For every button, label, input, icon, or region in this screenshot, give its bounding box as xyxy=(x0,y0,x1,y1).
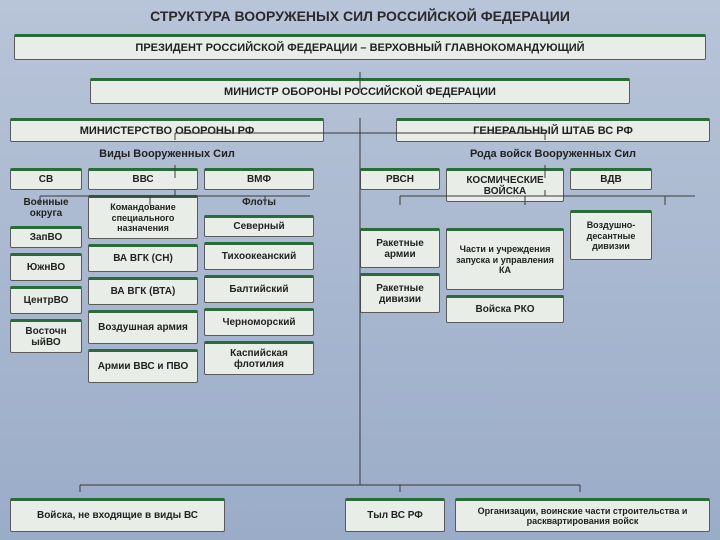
vvs-item-3: Воздушная армия xyxy=(88,310,198,344)
vmf-item-3: Черноморский xyxy=(204,308,314,336)
bottom-rear: Тыл ВС РФ xyxy=(345,498,445,532)
rvsn-head: РВСН xyxy=(360,168,440,190)
bottom-other: Войска, не входящие в виды ВС xyxy=(10,498,225,532)
rvsn-item-0: Ракетные армии xyxy=(360,228,440,268)
rvsn-column: РВСН Ракетные армии Ракетные дивизии xyxy=(360,168,440,313)
vvs-item-0: Командование специального назначения xyxy=(88,195,198,239)
page-title: СТРУКТУРА ВООРУЖЕНЫХ СИЛ РОССИЙСКОЙ ФЕДЕ… xyxy=(10,8,710,24)
sv-item-0: ЗапВО xyxy=(10,226,82,248)
vvs-item-4: Армии ВВС и ПВО xyxy=(88,349,198,383)
president-box: ПРЕЗИДЕНТ РОССИЙСКОЙ ФЕДЕРАЦИИ – ВЕРХОВН… xyxy=(14,34,706,60)
types-header: Виды Вооруженных Сил xyxy=(10,146,324,162)
minister-box: МИНИСТР ОБОРОНЫ РОССИЙСКОЙ ФЕДЕРАЦИИ xyxy=(90,78,630,104)
vmf-sub: Флоты xyxy=(204,195,314,210)
vvs-head: ВВС xyxy=(88,168,198,190)
vmf-item-0: Северный xyxy=(204,215,314,237)
sv-item-2: ЦентрВО xyxy=(10,286,82,314)
vmf-column: ВМФ Флоты Северный Тихоокеанский Балтийс… xyxy=(204,168,314,375)
sv-column: СВ Военные округа ЗапВО ЮжнВО ЦентрВО Во… xyxy=(10,168,82,353)
ministry-box: МИНИСТЕРСТВО ОБОРОНЫ РФ xyxy=(10,118,324,142)
vdv-column: ВДВ Воздушно-десантные дивизии xyxy=(570,168,652,260)
vdv-item-0: Воздушно-десантные дивизии xyxy=(570,210,652,260)
vvs-item-2: ВА ВГК (ВТА) xyxy=(88,277,198,305)
vmf-item-4: Каспийская флотилия xyxy=(204,341,314,375)
space-item-1: Войска РКО xyxy=(446,295,564,323)
vmf-head: ВМФ xyxy=(204,168,314,190)
vvs-column: ВВС Командование специального назначения… xyxy=(88,168,198,383)
vmf-item-2: Балтийский xyxy=(204,275,314,303)
space-head: КОСМИЧЕСКИЕ ВОЙСКА xyxy=(446,168,564,202)
sv-item-1: ЮжнВО xyxy=(10,253,82,281)
vdv-head: ВДВ xyxy=(570,168,652,190)
sv-item-3: Восточн ыйВО xyxy=(10,319,82,353)
sv-sub: Военные округа xyxy=(10,195,82,221)
space-item-0: Части и учреждения запуска и управления … xyxy=(446,228,564,290)
branches-header: Рода войск Вооруженных Сил xyxy=(396,146,710,162)
bottom-org: Организации, воинские части строительств… xyxy=(455,498,710,532)
space-column: КОСМИЧЕСКИЕ ВОЙСКА Части и учреждения за… xyxy=(446,168,564,323)
vvs-item-1: ВА ВГК (СН) xyxy=(88,244,198,272)
sv-head: СВ xyxy=(10,168,82,190)
rvsn-item-1: Ракетные дивизии xyxy=(360,273,440,313)
genstaff-box: ГЕНЕРАЛЬНЫЙ ШТАБ ВС РФ xyxy=(396,118,710,142)
vmf-item-1: Тихоокеанский xyxy=(204,242,314,270)
